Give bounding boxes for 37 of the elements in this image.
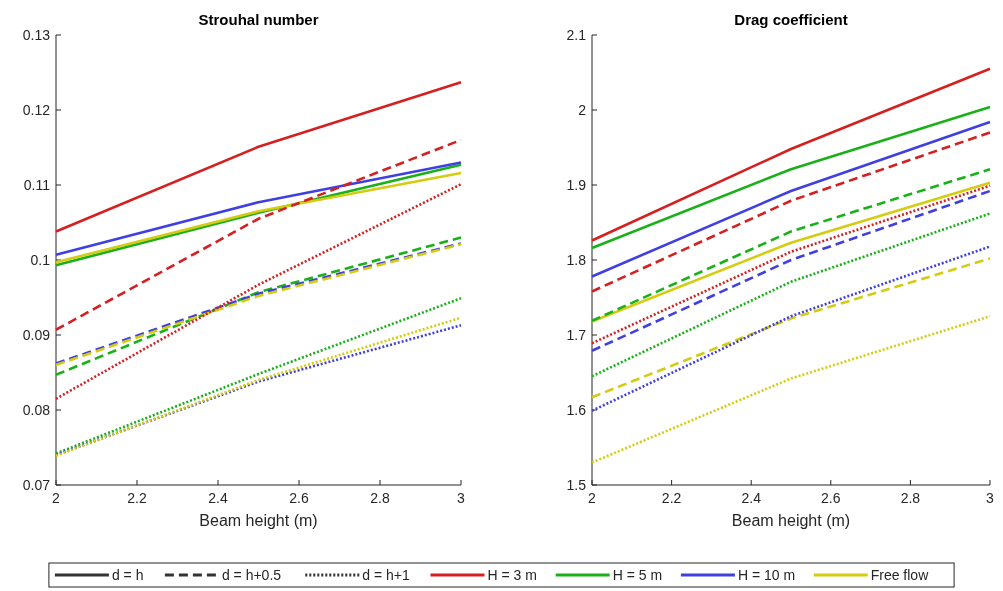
legend-label: d = h (111, 566, 144, 583)
y-tick-label: 0.08 (22, 401, 51, 418)
x-tick-label: 2 (52, 490, 61, 506)
legend-label: H = 5 m (612, 566, 663, 583)
x-tick-label: 3 (986, 490, 995, 506)
x-tick-label: 2.8 (900, 490, 921, 506)
chart-title: Drag coefficient (734, 11, 848, 28)
y-tick-label: 2 (578, 101, 587, 118)
x-tick-label: 2.4 (741, 490, 762, 506)
legend-label: H = 3 m (487, 566, 537, 583)
y-tick-label: 0.09 (22, 326, 51, 343)
x-tick-label: 2.8 (370, 490, 390, 506)
y-tick-label: 1.8 (566, 251, 587, 268)
x-tick-label: 2.2 (127, 490, 147, 506)
x-tick-label: 3 (457, 490, 466, 506)
chart-title: Strouhal number (198, 11, 319, 28)
y-tick-label: 0.11 (23, 176, 51, 193)
legend-label: d = h+1 (362, 566, 410, 583)
x-tick-label: 2.2 (661, 490, 682, 506)
x-tick-label: 2 (588, 490, 597, 506)
x-axis-title: Beam height (m) (199, 512, 318, 529)
legend-label: Free flow (870, 566, 930, 583)
y-tick-label: 0.1 (30, 251, 51, 268)
legend-label: H = 10 m (737, 566, 796, 583)
y-tick-label: 2.1 (566, 26, 587, 43)
y-tick-label: 0.13 (22, 26, 51, 43)
x-tick-label: 2.6 (821, 490, 841, 506)
y-tick-label: 1.5 (566, 476, 587, 493)
y-tick-label: 0.12 (22, 101, 51, 118)
y-tick-label: 1.9 (566, 176, 587, 193)
x-tick-label: 2.4 (208, 490, 228, 506)
legend-label: d = h+0.5 (221, 566, 282, 583)
y-tick-label: 0.07 (22, 476, 51, 493)
x-tick-label: 2.6 (289, 490, 309, 506)
y-tick-label: 1.6 (566, 401, 587, 418)
x-axis-title: Beam height (m) (731, 512, 851, 529)
y-tick-label: 1.7 (566, 326, 587, 343)
